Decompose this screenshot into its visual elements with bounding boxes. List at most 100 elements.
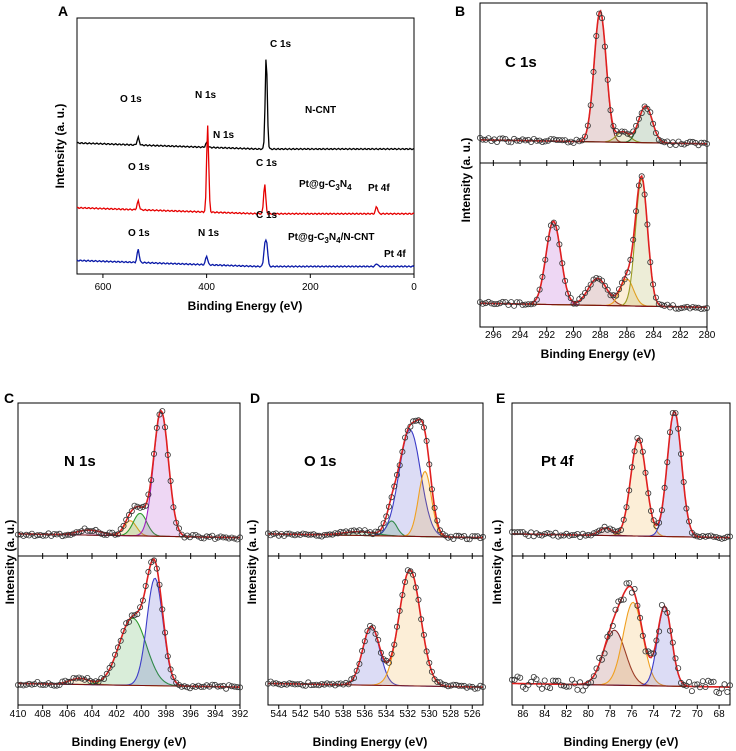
panel-C-lower-raw-point-77: [228, 683, 235, 690]
panel-E-lower-raw-point-70: [699, 678, 706, 685]
panel-B-upper-raw-point-54: [630, 128, 637, 135]
panel-B-lower-raw-point-39: [587, 281, 594, 288]
panel-B-upper-raw-point-62: [652, 129, 659, 136]
panel-E-upper-raw-point-79: [724, 533, 731, 540]
panel-D-upper-component-fill-2: [268, 429, 483, 538]
panel-C-upper-raw-point-39: [123, 516, 130, 523]
panel-E-lower-raw-point-43: [626, 580, 633, 587]
panel-E-lower-raw-point-28: [585, 680, 592, 687]
panel-B-lower-raw-point-71: [678, 305, 685, 312]
panel-E-lower-raw-point-51: [648, 650, 655, 657]
panel-D-upper-raw-point-72: [458, 533, 465, 540]
panel-C-lower-raw-point-66: [198, 684, 205, 691]
panel-E-lower-raw-point-11: [539, 685, 546, 692]
panel-E-lower-raw-point-9: [533, 676, 540, 683]
panel-C-upper-raw-point-14: [53, 531, 60, 538]
panel-C-upper-raw-point-0: [14, 531, 21, 538]
panel-B-upper-raw-point-1: [479, 136, 486, 143]
panel-D-tick-label-2: 540: [313, 709, 330, 720]
panel-E-lower-raw-point-45: [631, 586, 638, 593]
panel-B-lower-raw-point-15: [519, 301, 526, 308]
panel-E-lower-raw-point-7: [528, 678, 535, 685]
panel-D-lower-raw-point-56: [415, 596, 422, 603]
panel-D-lower-raw-point-33: [353, 667, 360, 674]
panel-B-upper-raw-point-78: [698, 139, 705, 146]
panel-B-lower-raw-point-21: [536, 286, 543, 293]
panel-C-lower-raw-point-22: [76, 674, 83, 681]
panel-B-lower-component-fill-1: [480, 278, 707, 308]
a-tick-label-2: 200: [302, 282, 319, 293]
panel-C-lower-raw-point-43: [134, 611, 141, 618]
panel-D-lower-raw-point-57: [418, 616, 425, 623]
panel-d-o1s: O 1s Binding Energy (eV) Intensity (a. u…: [245, 402, 486, 749]
panel-B-lower-raw-point-1: [479, 300, 486, 307]
panel-D-upper-raw-point-45: [385, 503, 392, 510]
panel-E-upper-raw-point-54: [656, 519, 663, 526]
panel-E-lower-raw-point-58: [667, 627, 674, 634]
panel-D-upper-raw-point-8: [286, 530, 293, 537]
panel-B-upper-raw-point-37: [582, 133, 589, 140]
panel-C-lower-raw-point-65: [195, 682, 202, 689]
panel-B-lower-raw-point-34: [573, 300, 580, 307]
panel-D-lower-raw-point-75: [466, 683, 473, 690]
panel-C-upper-raw-point-45: [139, 503, 146, 510]
panel-E-tick-label-2: 82: [561, 709, 573, 720]
panel-E-lower-raw-point-5: [522, 685, 529, 692]
panel-E-upper-raw-point-59: [669, 409, 676, 416]
panel-B-upper-raw-point-50: [618, 128, 625, 135]
panel-B-lower-raw-point-80: [704, 304, 711, 311]
panel-C-lower-raw-point-18: [65, 678, 72, 685]
panel-B-lower-raw-point-69: [672, 305, 679, 312]
panel-E-lower-raw-point-60: [672, 655, 679, 662]
panel-B-upper-raw-point-13: [513, 137, 520, 144]
panel-B-lower-raw-point-13: [513, 299, 520, 306]
panel-B-lower-raw-point-19: [530, 300, 537, 307]
panel-D-lower-raw-point-69: [450, 681, 457, 688]
panel-C-upper-raw-point-71: [211, 535, 218, 542]
panel-C-lower-raw-point-46: [142, 583, 149, 590]
panel-E-lower-raw-point-17: [555, 677, 562, 684]
panel-B-tick-label-5: 286: [619, 330, 636, 341]
panel-b-x-axis-title: Binding Energy (eV): [541, 347, 656, 361]
panel-B-lower-raw-point-27: [553, 224, 560, 231]
panel-B-lower-raw-point-57: [638, 173, 645, 180]
panel-B-upper-raw-point-60: [647, 109, 654, 116]
panel-C-lower-raw-point-5: [28, 681, 35, 688]
panel-B-lower-raw-point-6: [493, 300, 500, 307]
panel-D-upper-raw-point-46: [388, 494, 395, 501]
panel-B-upper-raw-point-16: [522, 137, 529, 144]
panel-E-lower-raw-point-12: [541, 677, 548, 684]
panel-B-upper-raw-point-31: [565, 139, 572, 146]
panel-D-lower-raw-point-34: [356, 660, 363, 667]
panel-B-tick-label-7: 282: [672, 330, 689, 341]
panel-E-upper-raw-point-41: [620, 516, 627, 523]
panel-C-lower-raw-point-3: [23, 681, 30, 688]
panel-E-lower-raw-point-21: [566, 683, 573, 690]
panel-b-c1s: C 1s Binding Energy (eV) Intensity (a. u…: [459, 2, 716, 361]
panel-E-lower-raw-point-24: [574, 686, 581, 693]
panel-B-upper-raw-point-74: [687, 138, 694, 145]
panel-D-upper-raw-point-33: [353, 528, 360, 535]
panel-E-lower-raw-point-54: [656, 628, 663, 635]
a-ptgcn-c1s-label: C 1s: [256, 158, 278, 169]
panel-E-lower-raw-point-80: [727, 682, 734, 689]
panel-C-upper-raw-point-50: [153, 424, 160, 431]
panel-B-lower-raw-point-17: [525, 301, 532, 308]
a-series-line-2: [76, 238, 415, 268]
panel-D-lower-raw-point-42: [377, 649, 384, 656]
panel-B-upper-raw-point-22: [539, 138, 546, 145]
panel-D-lower-raw-point-45: [385, 659, 392, 666]
panel-E-upper-raw-point-52: [650, 517, 657, 524]
panel-D-upper-raw-point-80: [479, 533, 486, 540]
panel-E-tick-label-1: 84: [539, 709, 551, 720]
panel-E-upper-raw-point-58: [667, 429, 674, 436]
panel-B-upper-raw-point-36: [579, 137, 586, 144]
panel-B-upper-raw-point-20: [533, 137, 540, 144]
panel-B-lower-raw-point-29: [559, 260, 566, 267]
panel-B-lower-raw-point-24: [545, 235, 552, 242]
panel-C-lower-raw-point-78: [231, 683, 238, 690]
panel-B-lower-raw-point-76: [692, 304, 699, 311]
panel-C-tick-label-5: 400: [133, 709, 150, 720]
panel-C-upper-raw-point-54: [164, 451, 171, 458]
panel-C-upper-raw-point-65: [195, 533, 202, 540]
